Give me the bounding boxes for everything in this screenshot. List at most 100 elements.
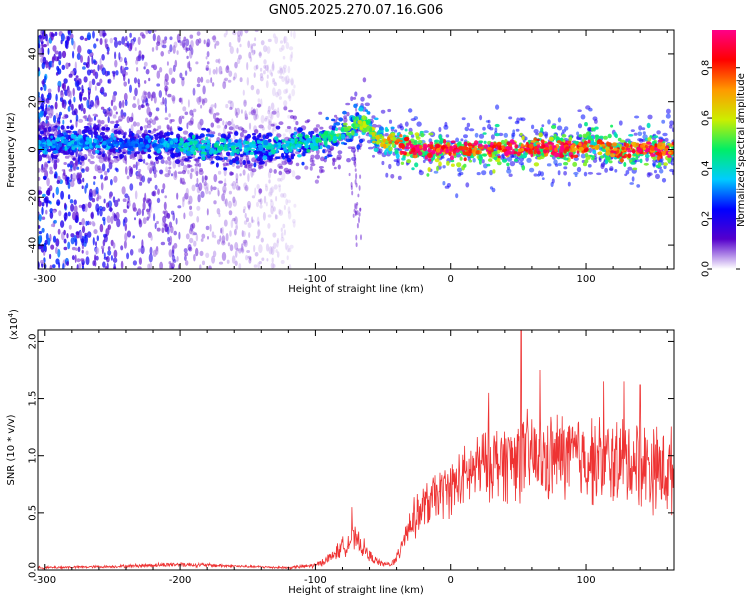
spectrogram-cell	[113, 143, 118, 147]
spectrogram-cell	[100, 174, 103, 180]
spectrogram-cell	[367, 94, 372, 99]
spectrogram-cell	[644, 154, 650, 158]
spectrogram-cell	[208, 67, 211, 76]
spectrogram-cell	[642, 147, 646, 151]
spectrogram-cell	[165, 160, 168, 165]
spectrogram-cell	[132, 103, 137, 109]
spectrogram-cell	[225, 30, 228, 36]
spectrogram-cell	[68, 224, 72, 230]
spectrogram-cell	[503, 132, 508, 138]
spectrogram-cell	[468, 159, 473, 163]
spectrogram-cell	[166, 61, 169, 66]
spectrogram-cell	[205, 56, 208, 60]
spectrogram-cell	[563, 157, 569, 161]
spectrogram-cell	[46, 94, 50, 99]
spectrogram-cell	[99, 209, 103, 217]
spectrogram-cell	[73, 199, 77, 205]
spectrogram-cell	[390, 126, 395, 130]
spectrogram-cell	[283, 204, 286, 211]
spectrogram-cell	[414, 132, 420, 136]
spectrogram-cell	[267, 132, 273, 137]
spectrogram-cell	[132, 235, 135, 239]
spectrogram-cell	[197, 121, 202, 130]
spectrogram-cell	[514, 144, 518, 149]
spectrogram-cell	[647, 114, 653, 120]
spectrogram-cell	[257, 98, 261, 103]
spectrogram-cell	[354, 179, 357, 185]
spectrogram-cell	[252, 132, 256, 136]
spectrogram-cell	[297, 127, 302, 132]
spectrogram-cell	[354, 91, 358, 97]
spectrogram-cell	[259, 198, 263, 205]
spectrogram-cell	[169, 44, 173, 53]
spectrogram-cell	[207, 236, 209, 240]
spectrogram-cell	[229, 159, 233, 165]
spectrogram-cell	[123, 81, 127, 87]
spectrogram-cell	[605, 156, 612, 161]
spectrogram-cell	[588, 144, 594, 148]
spectrogram-cell	[184, 158, 190, 162]
spectrogram-cell	[100, 120, 105, 125]
spectrogram-cell	[193, 254, 196, 262]
spectrogram-cell	[285, 154, 289, 159]
spectrogram-cell	[67, 241, 71, 250]
spectrogram-cell	[554, 147, 558, 152]
spectrogram-cell	[531, 124, 535, 130]
spectrogram-cell	[40, 93, 44, 101]
spectrogram-cell	[283, 36, 286, 45]
spectrogram-cell	[281, 44, 285, 51]
spectrogram-cell	[352, 96, 357, 100]
spectrogram-cell	[286, 157, 292, 163]
spectrogram-cell	[185, 38, 190, 47]
spectrogram-cell	[627, 149, 632, 153]
spectrogram-cell	[205, 151, 211, 156]
spectrogram-cell	[265, 80, 269, 89]
spectrogram-cell	[639, 158, 643, 164]
spectrogram-cell	[108, 159, 114, 165]
spectrogram-cell	[94, 103, 97, 107]
spectrogram-cell	[221, 226, 224, 236]
spectrogram-cell	[53, 173, 57, 179]
spectrogram-cell	[654, 147, 658, 151]
spectrogram-cell	[101, 206, 106, 212]
spectrogram-cell	[146, 208, 149, 215]
spectrogram-cell	[64, 149, 68, 155]
spectrogram-cell	[442, 165, 446, 169]
spectrogram-cell	[610, 150, 616, 153]
spectrogram-cell	[580, 114, 586, 120]
spectrogram-cell	[337, 164, 341, 170]
spectrogram-cell	[42, 193, 46, 198]
spectrogram-cell	[278, 184, 281, 188]
snr-line	[38, 330, 674, 570]
spectrogram-cell	[541, 177, 545, 181]
spectrogram-cell	[199, 118, 204, 126]
spectrogram-cell	[66, 89, 71, 97]
spectrogram-cell	[77, 263, 82, 269]
spectrogram-cell	[354, 116, 360, 121]
spectrogram-cell	[63, 162, 67, 165]
spectrogram-cell	[63, 246, 68, 251]
spectrogram-cell	[160, 241, 166, 246]
spectrogram-cell	[63, 103, 66, 110]
spectrogram-cell	[482, 153, 488, 157]
spectrogram-cell	[217, 132, 221, 137]
spectrogram-cell	[193, 240, 197, 247]
spectrogram-cell	[57, 56, 60, 62]
spectrogram-cell	[123, 73, 126, 82]
snr-xtick-label: -300	[33, 575, 56, 586]
spectrogram-cell	[78, 152, 83, 156]
spectrogram-cell	[103, 234, 108, 243]
spectrogram-cell	[419, 169, 422, 173]
spectrogram-cell	[72, 50, 75, 59]
spectrogram-cell	[152, 33, 156, 42]
spectrogram-cell	[55, 186, 59, 196]
spectrogram-cell	[197, 194, 201, 203]
spectrogram-cell	[578, 134, 583, 138]
spectrogram-cell	[658, 139, 664, 143]
spectrogram-cell	[81, 185, 84, 189]
spectrogram-cell	[496, 156, 501, 163]
spectrogram-cell	[245, 155, 250, 161]
spectrogram-cell	[396, 160, 400, 167]
spectrogram-cell	[85, 136, 89, 141]
spectrogram-cell	[167, 169, 171, 175]
